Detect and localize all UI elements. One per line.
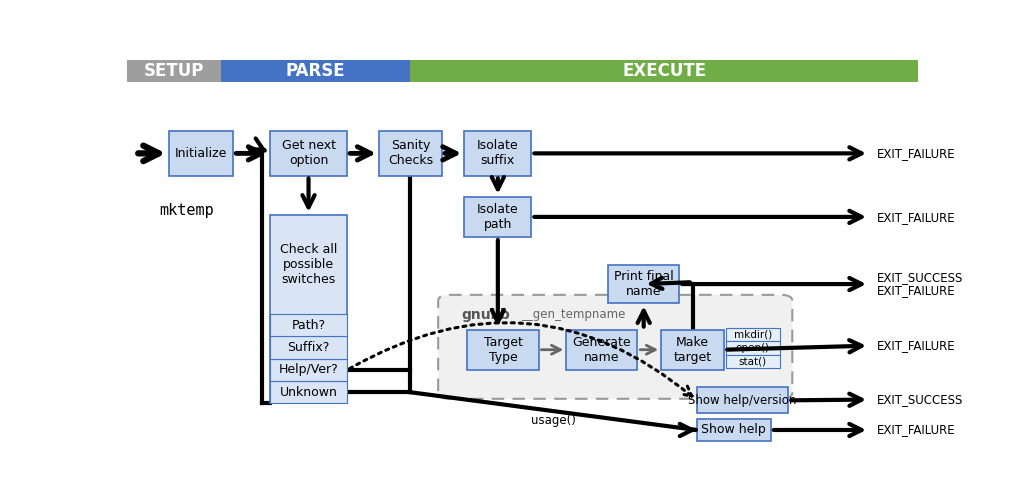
- Text: __gen_tempname: __gen_tempname: [521, 308, 625, 322]
- Text: mkdir(): mkdir(): [733, 330, 771, 340]
- Text: Check all
possible
switches: Check all possible switches: [279, 243, 337, 286]
- FancyBboxPatch shape: [464, 196, 531, 237]
- FancyBboxPatch shape: [726, 328, 779, 341]
- Text: Isolate
suffix: Isolate suffix: [477, 140, 518, 168]
- FancyBboxPatch shape: [220, 60, 410, 82]
- Text: Generate
name: Generate name: [572, 336, 631, 363]
- FancyBboxPatch shape: [269, 131, 346, 176]
- FancyBboxPatch shape: [269, 381, 346, 404]
- FancyBboxPatch shape: [269, 215, 346, 404]
- Text: EXIT_SUCCESS: EXIT_SUCCESS: [876, 271, 962, 284]
- FancyBboxPatch shape: [726, 355, 779, 368]
- FancyBboxPatch shape: [410, 60, 917, 82]
- Text: SETUP: SETUP: [144, 62, 204, 80]
- FancyBboxPatch shape: [696, 387, 788, 413]
- FancyBboxPatch shape: [269, 336, 346, 359]
- Text: mktemp: mktemp: [159, 202, 214, 218]
- FancyBboxPatch shape: [566, 330, 637, 370]
- Text: Path?: Path?: [291, 319, 325, 332]
- Text: Sanity
Checks: Sanity Checks: [387, 140, 433, 168]
- Text: EXIT_FAILURE: EXIT_FAILURE: [876, 146, 955, 160]
- Text: EXECUTE: EXECUTE: [622, 62, 705, 80]
- FancyBboxPatch shape: [269, 359, 346, 381]
- Text: Get next
option: Get next option: [281, 140, 335, 168]
- FancyBboxPatch shape: [726, 342, 779, 354]
- Text: EXIT_SUCCESS: EXIT_SUCCESS: [876, 393, 962, 406]
- FancyBboxPatch shape: [464, 131, 531, 176]
- Text: EXIT_FAILURE: EXIT_FAILURE: [876, 339, 955, 352]
- FancyBboxPatch shape: [467, 330, 538, 370]
- Text: Make
target: Make target: [673, 336, 711, 363]
- Text: Suffix?: Suffix?: [287, 341, 329, 354]
- FancyBboxPatch shape: [660, 330, 723, 370]
- FancyBboxPatch shape: [696, 419, 770, 441]
- Text: Unknown: Unknown: [279, 386, 337, 399]
- Text: EXIT_FAILURE: EXIT_FAILURE: [876, 210, 955, 224]
- Text: PARSE: PARSE: [285, 62, 345, 80]
- FancyBboxPatch shape: [607, 265, 679, 304]
- Text: usage(): usage(): [531, 414, 576, 427]
- Text: Initialize: Initialize: [174, 147, 227, 160]
- Text: stat(): stat(): [738, 356, 766, 366]
- Text: EXIT_FAILURE: EXIT_FAILURE: [876, 284, 955, 298]
- Text: Print final
name: Print final name: [613, 270, 673, 298]
- Text: open(): open(): [735, 343, 769, 353]
- Text: gnulib: gnulib: [461, 308, 510, 322]
- FancyBboxPatch shape: [438, 295, 792, 399]
- FancyBboxPatch shape: [127, 60, 220, 82]
- Text: EXIT_FAILURE: EXIT_FAILURE: [876, 424, 955, 436]
- Text: Isolate
path: Isolate path: [477, 203, 518, 231]
- Text: Show help: Show help: [701, 424, 765, 436]
- FancyBboxPatch shape: [378, 131, 441, 176]
- Text: Target
Type: Target Type: [483, 336, 522, 363]
- Text: Show help/version: Show help/version: [688, 394, 796, 407]
- FancyBboxPatch shape: [269, 314, 346, 336]
- Text: Help/Ver?: Help/Ver?: [278, 364, 338, 376]
- FancyBboxPatch shape: [168, 131, 233, 176]
